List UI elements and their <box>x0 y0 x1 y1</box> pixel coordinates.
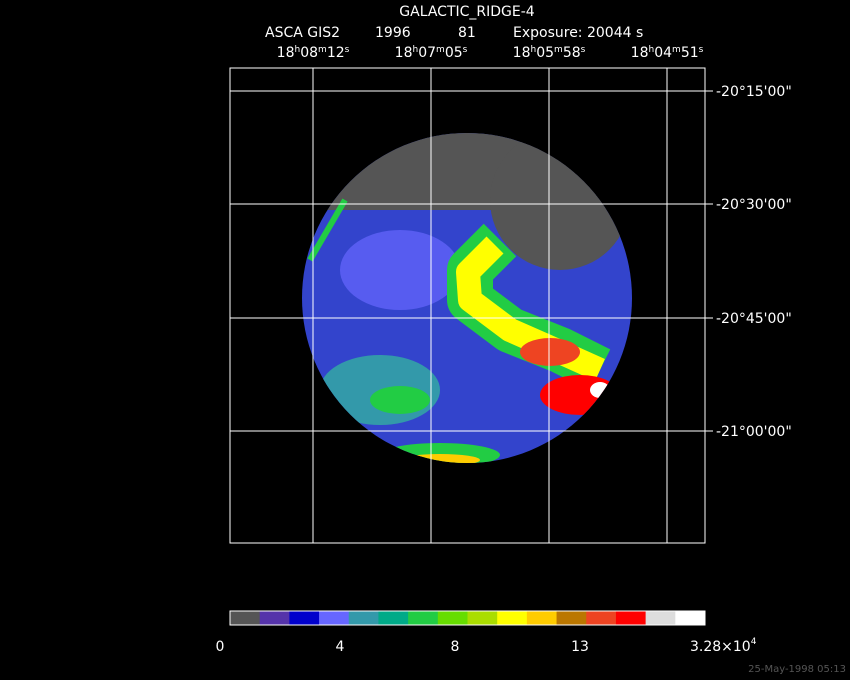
exposure: Exposure: 20044 s <box>513 25 643 41</box>
ra-unit: s <box>699 45 704 55</box>
colorbar-swatch <box>319 611 350 625</box>
ra-unit: h <box>294 45 300 55</box>
colorbar-max-exponent: 4 <box>751 637 757 647</box>
dec-label: -20°15'00" <box>716 84 792 100</box>
ra-value: 08 <box>300 45 318 61</box>
ra-value: 05 <box>536 45 554 61</box>
timestamp: 25-May-1998 05:13 <box>748 664 846 675</box>
instrument: ASCA GIS2 <box>265 25 340 41</box>
ra-value: 05 <box>445 45 463 61</box>
ra-unit: h <box>530 45 536 55</box>
ra-unit: h <box>648 45 654 55</box>
dec-label: -20°30'00" <box>716 197 792 213</box>
ra-unit: s <box>463 45 468 55</box>
colorbar-swatch <box>230 611 261 625</box>
plot-frame <box>229 67 706 544</box>
dec-label: -20°45'00" <box>716 311 792 327</box>
colorbar-swatch <box>615 611 647 625</box>
colorbar-swatch <box>408 611 439 625</box>
sequence: 81 <box>458 25 476 41</box>
ra-label: 18h05m58s <box>513 45 586 61</box>
ra-unit: m <box>436 45 445 55</box>
colorbar-swatch <box>259 611 290 625</box>
ra-value: 07 <box>418 45 436 61</box>
colorbar-frame <box>229 610 706 626</box>
ra-value: 18 <box>631 45 649 61</box>
ra-value: 04 <box>654 45 672 61</box>
ra-value: 18 <box>513 45 531 61</box>
colorbar-swatch <box>586 611 617 625</box>
dec-label: -21°00'00" <box>716 424 792 440</box>
ra-unit: s <box>581 45 586 55</box>
colorbar-swatch <box>675 611 706 625</box>
colorbar-swatch <box>497 611 528 625</box>
ra-value: 51 <box>681 45 699 61</box>
sky-image <box>302 133 632 463</box>
ra-unit: m <box>318 45 327 55</box>
colorbar-swatch <box>526 611 558 625</box>
year: 1996 <box>375 25 411 41</box>
colorbar-swatch <box>645 611 676 625</box>
ra-label: 18h04m51s <box>631 45 704 61</box>
ra-label: 18h07m05s <box>395 45 468 61</box>
colorbar-swatch <box>348 611 379 625</box>
colorbar-label: 8 <box>451 639 460 655</box>
ra-unit: m <box>554 45 563 55</box>
coordinate-grid <box>230 68 705 543</box>
ra-value: 58 <box>563 45 581 61</box>
colorbar-max-label: 3.28×104 <box>690 637 757 655</box>
colorbar-swatch <box>378 611 409 625</box>
ra-label: 18h08m12s <box>277 45 350 61</box>
title: GALACTIC_RIDGE-4 <box>399 4 534 20</box>
ra-value: 18 <box>277 45 295 61</box>
ra-unit: s <box>345 45 350 55</box>
colorbar-label: 4 <box>336 639 345 655</box>
ra-unit: h <box>412 45 418 55</box>
colorbar-max-mantissa: 3.28×10 <box>690 639 751 655</box>
colorbar-label: 13 <box>571 639 589 655</box>
colorbar-swatch <box>556 611 587 625</box>
colorbar-swatch <box>437 611 468 625</box>
ra-value: 18 <box>395 45 413 61</box>
colorbar-swatch <box>289 611 320 625</box>
ra-unit: m <box>672 45 681 55</box>
colorbar-label: 0 <box>216 639 225 655</box>
colorbar-swatch <box>467 611 498 625</box>
ra-value: 12 <box>327 45 345 61</box>
